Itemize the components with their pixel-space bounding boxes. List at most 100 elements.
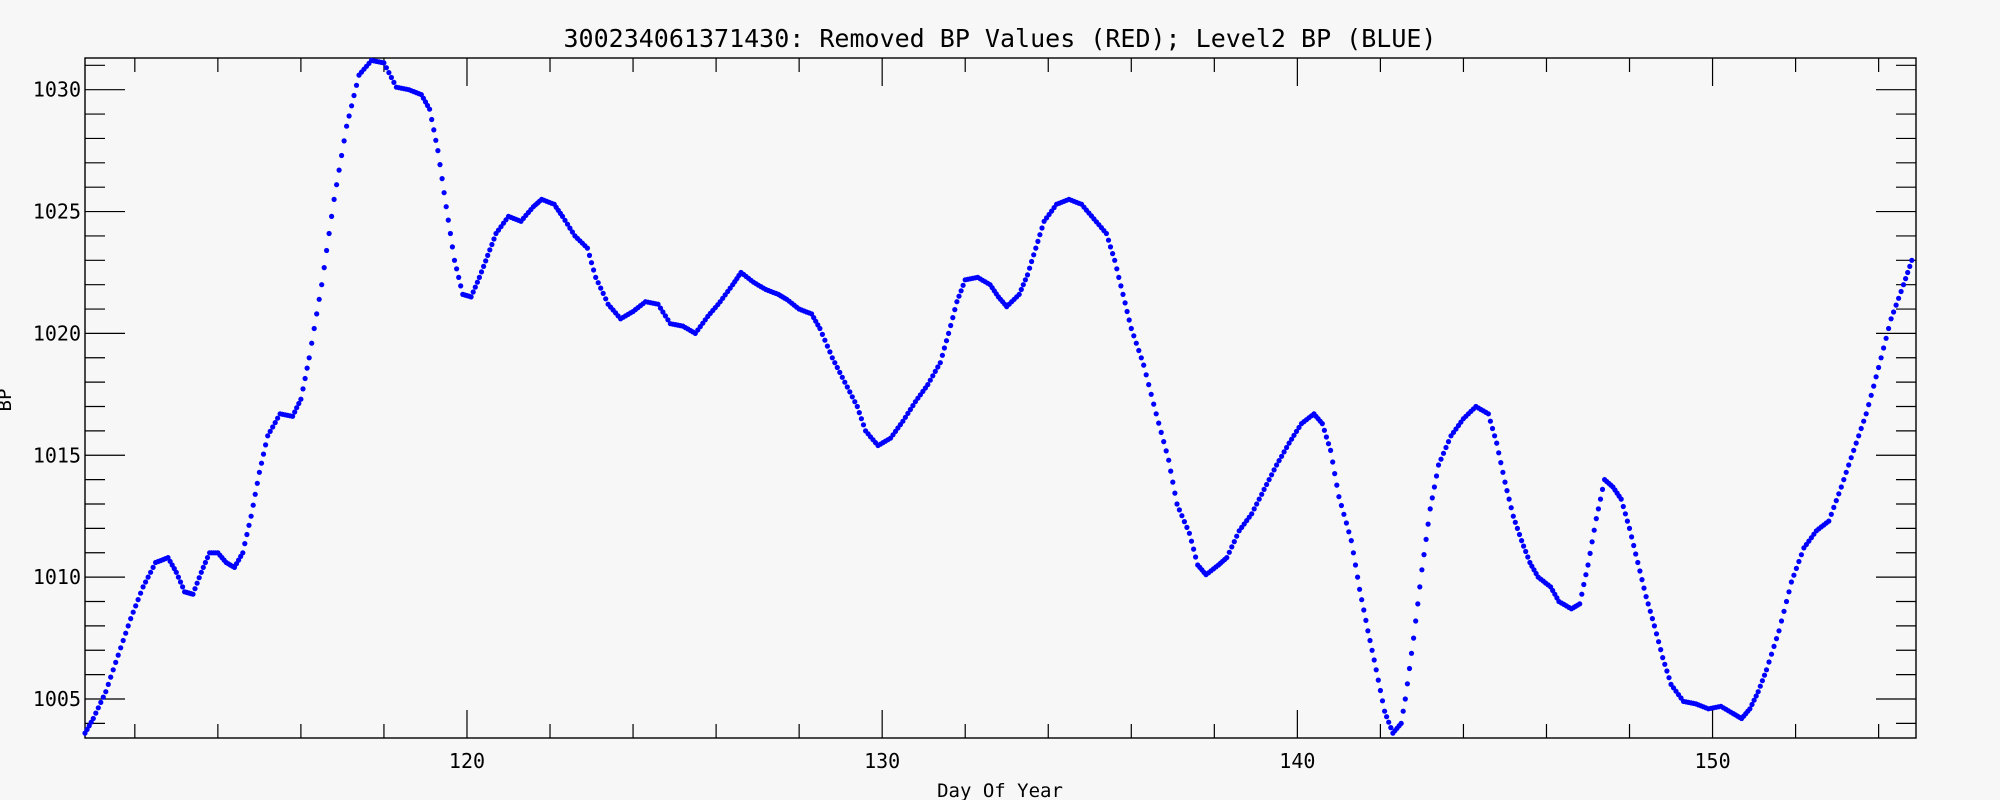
data-point xyxy=(1386,719,1392,725)
data-point xyxy=(832,360,838,366)
data-point xyxy=(1435,462,1442,468)
data-point xyxy=(1400,708,1406,714)
data-point xyxy=(1843,469,1849,475)
data-point xyxy=(1487,418,1493,424)
data-point xyxy=(854,403,860,410)
data-point xyxy=(1620,503,1626,510)
data-point xyxy=(1622,511,1628,517)
data-point xyxy=(1649,616,1655,622)
data-point xyxy=(1519,538,1525,544)
data-point xyxy=(856,410,862,416)
data-point xyxy=(1293,428,1300,434)
data-point xyxy=(190,591,196,597)
data-point xyxy=(946,330,952,336)
data-point xyxy=(1256,496,1262,502)
data-point xyxy=(468,294,474,300)
data-point xyxy=(204,555,211,561)
data-point xyxy=(1266,477,1272,483)
data-point xyxy=(1664,668,1670,674)
data-point xyxy=(1156,420,1162,426)
data-point xyxy=(839,374,845,380)
data-point xyxy=(1341,511,1347,517)
data-point xyxy=(120,637,126,644)
data-point xyxy=(930,373,936,379)
data-point xyxy=(456,274,462,280)
data-point xyxy=(1868,392,1874,398)
data-point xyxy=(449,244,455,250)
data-point xyxy=(1871,383,1877,389)
data-point xyxy=(481,263,487,269)
data-point xyxy=(1404,681,1410,687)
data-point xyxy=(391,79,397,85)
data-point xyxy=(598,285,604,291)
data-point xyxy=(1891,309,1897,315)
data-point xyxy=(1133,340,1139,346)
data-point xyxy=(927,377,933,383)
data-point xyxy=(950,315,956,321)
data-point xyxy=(1186,530,1192,536)
data-point xyxy=(1384,714,1390,720)
data-point xyxy=(1631,542,1637,549)
data-point xyxy=(586,252,593,258)
data-point xyxy=(1231,539,1237,545)
data-point xyxy=(1431,484,1437,490)
data-point xyxy=(1635,559,1641,566)
data-point xyxy=(1249,511,1255,517)
data-point xyxy=(1411,635,1417,641)
data-point xyxy=(1425,521,1431,527)
data-point xyxy=(1429,495,1435,501)
data-point xyxy=(105,681,111,688)
data-point xyxy=(1334,482,1340,488)
data-point xyxy=(108,674,114,680)
data-point xyxy=(1828,511,1834,517)
data-point xyxy=(314,311,320,317)
data-point xyxy=(296,400,302,407)
data-point xyxy=(200,564,206,571)
data-point xyxy=(175,574,181,580)
data-point xyxy=(306,355,312,361)
data-point xyxy=(1151,401,1157,407)
data-point xyxy=(341,138,347,144)
data-point xyxy=(1415,601,1421,607)
data-point xyxy=(662,313,669,319)
data-point xyxy=(603,296,609,302)
data-point xyxy=(1893,302,1899,308)
data-point xyxy=(1419,567,1425,573)
data-point xyxy=(1330,459,1336,465)
data-point xyxy=(1624,518,1630,524)
data-point xyxy=(1523,548,1529,555)
data-point xyxy=(941,345,948,351)
data-point xyxy=(1269,472,1275,478)
data-point xyxy=(1504,488,1510,494)
data-point xyxy=(292,409,298,415)
data-point xyxy=(1506,496,1512,502)
data-point xyxy=(1883,335,1889,341)
data-point xyxy=(1639,577,1645,583)
y-tick-label: 1025 xyxy=(33,200,81,224)
data-point xyxy=(1597,496,1604,502)
data-point xyxy=(1148,391,1154,397)
data-point xyxy=(1031,252,1037,258)
data-point xyxy=(1773,636,1780,642)
data-point xyxy=(242,541,248,547)
data-point xyxy=(1131,333,1137,339)
data-point xyxy=(1141,362,1147,368)
data-point xyxy=(1022,277,1028,283)
data-point xyxy=(435,148,441,154)
data-point xyxy=(1234,533,1240,539)
data-point xyxy=(595,280,601,286)
data-point xyxy=(1856,433,1862,439)
data-point xyxy=(458,283,464,289)
data-point xyxy=(937,360,943,366)
data-point xyxy=(148,569,154,575)
data-point xyxy=(1846,462,1852,468)
data-point xyxy=(817,325,823,332)
data-point xyxy=(1361,607,1367,613)
data-point xyxy=(593,274,599,280)
data-point xyxy=(1259,491,1265,497)
data-point xyxy=(1143,372,1149,378)
data-point xyxy=(1352,562,1359,568)
data-point xyxy=(1161,439,1167,445)
data-point xyxy=(470,289,476,295)
